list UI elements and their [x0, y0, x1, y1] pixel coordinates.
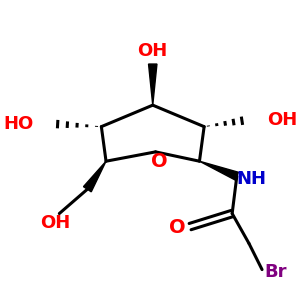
Text: OH: OH: [138, 42, 168, 60]
Text: OH: OH: [40, 214, 71, 232]
Polygon shape: [200, 161, 238, 180]
Polygon shape: [148, 64, 157, 105]
Text: NH: NH: [237, 170, 267, 188]
Text: OH: OH: [267, 111, 297, 129]
Polygon shape: [83, 161, 106, 192]
Text: O: O: [169, 218, 185, 237]
Text: Br: Br: [264, 263, 286, 281]
Text: O: O: [151, 152, 168, 171]
Text: HO: HO: [4, 115, 34, 133]
